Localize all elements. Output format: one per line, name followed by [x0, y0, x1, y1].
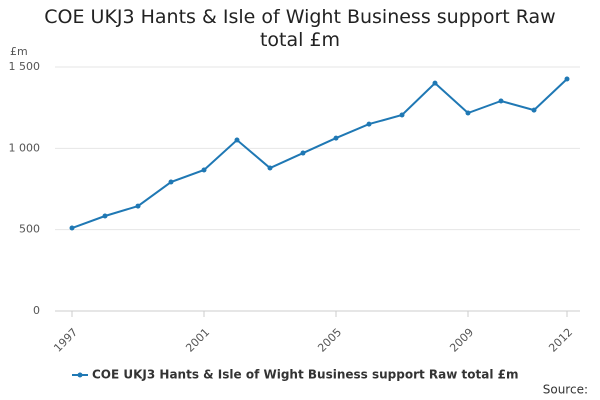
x-tick-label: 1997	[51, 326, 80, 355]
chart-title: COE UKJ3 Hants & Isle of Wight Business …	[44, 6, 556, 51]
point	[168, 179, 174, 185]
legend-marker	[77, 372, 83, 378]
y-tick-label: 500	[19, 223, 40, 236]
y-tick-label: 1 000	[9, 141, 41, 154]
x-tick-label: 2005	[315, 326, 344, 355]
point	[135, 203, 141, 209]
source: Source:	[543, 383, 588, 397]
point	[333, 135, 339, 141]
y-tick-label: 0	[33, 304, 40, 317]
point	[234, 137, 240, 143]
point	[300, 150, 306, 156]
line	[71, 78, 568, 229]
legend-label: COE UKJ3 Hants & Isle of Wight Business …	[92, 368, 518, 382]
y-tick-label: 1 500	[9, 60, 41, 73]
y-axis-label: £m	[10, 45, 28, 58]
x-tick-label: 2001	[183, 326, 212, 355]
point	[432, 80, 438, 86]
point	[531, 107, 537, 113]
point	[102, 213, 108, 219]
point	[267, 165, 273, 171]
x-tick-label: 2009	[447, 326, 476, 355]
point	[564, 76, 570, 82]
point	[399, 112, 405, 118]
point	[366, 121, 372, 127]
point	[498, 98, 504, 104]
point	[201, 167, 207, 173]
point	[69, 225, 75, 231]
x-tick-label: 2012	[546, 326, 575, 355]
point	[465, 110, 471, 116]
legend-item: COE UKJ3 Hants & Isle of Wight Business …	[72, 368, 518, 382]
